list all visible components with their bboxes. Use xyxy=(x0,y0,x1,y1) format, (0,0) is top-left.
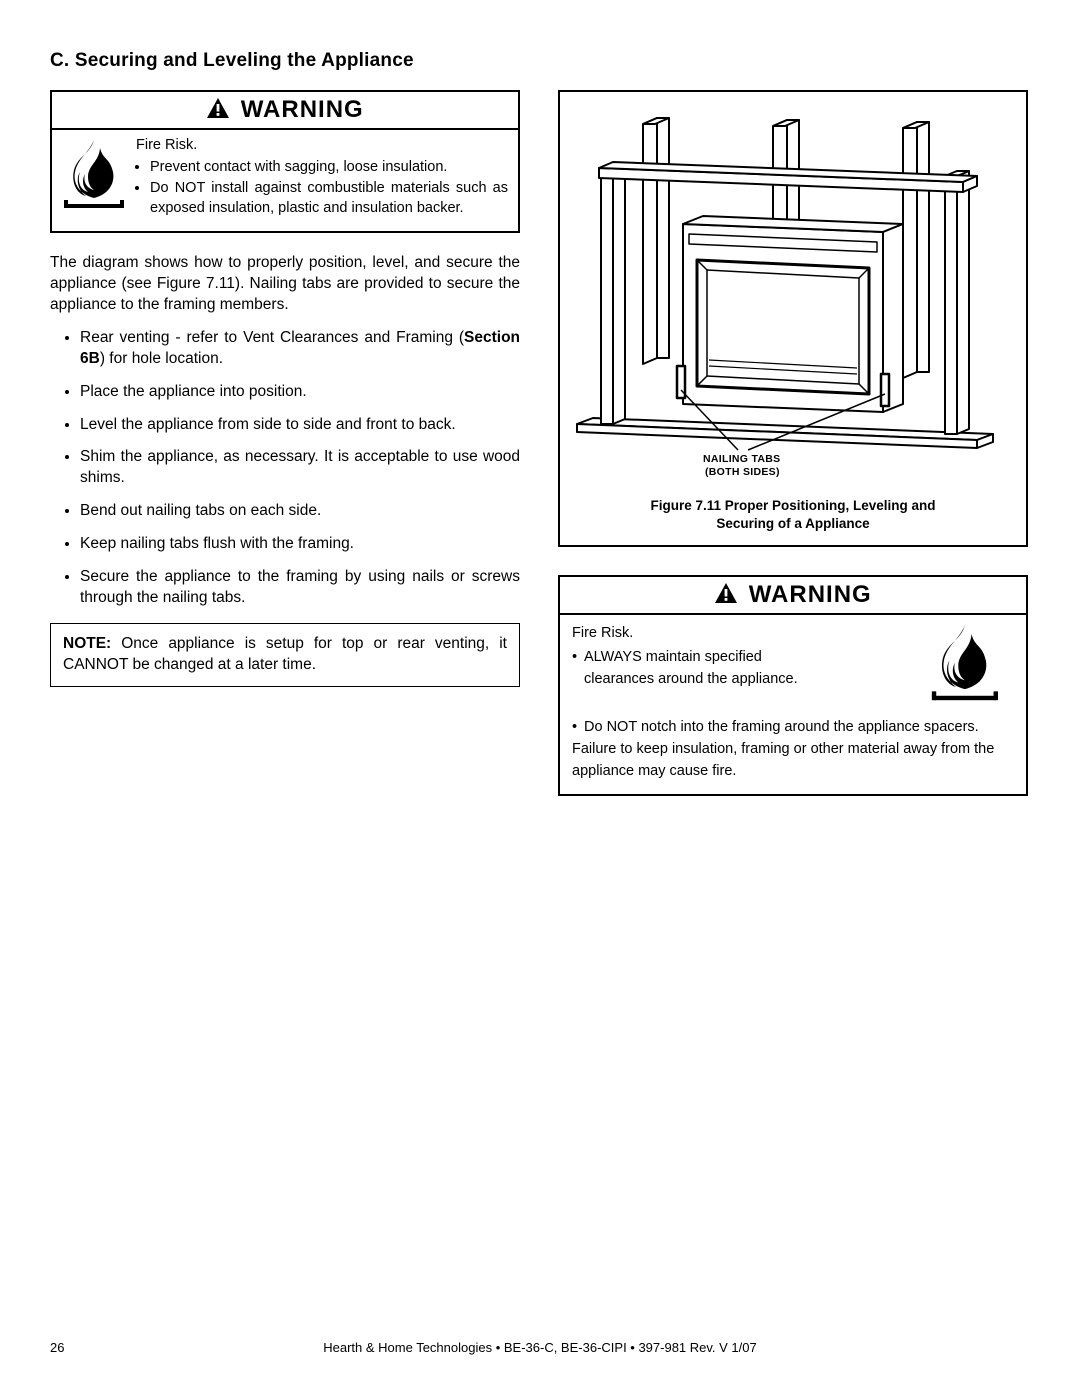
warning-triangle-icon xyxy=(206,97,230,124)
appliance-diagram: NAILING TABS (BOTH SIDES) xyxy=(573,104,1013,484)
flame-icon xyxy=(924,623,1008,709)
step-text: Rear venting - refer to Vent Clearances … xyxy=(80,329,464,346)
bullet-dot: • xyxy=(572,647,584,669)
intro-paragraph: The diagram shows how to properly positi… xyxy=(50,253,520,316)
two-column-layout: WARNING Fire Risk. Preve xyxy=(50,90,1030,816)
note-box: NOTE: Once appliance is setup for top or… xyxy=(50,623,520,687)
warning-body-1: Fire Risk. Prevent contact with sagging,… xyxy=(52,130,518,231)
warning2-tail: Failure to keep insulation, framing or o… xyxy=(572,739,1014,783)
right-column: NAILING TABS (BOTH SIDES) Figure 7.11 Pr… xyxy=(558,90,1028,816)
warning2-bullet-cont: clearances around the appliance. xyxy=(572,669,924,691)
warning-body-2: Fire Risk. •ALWAYS maintain speciﬁed cle… xyxy=(560,615,1026,794)
warning2-bullet: Do NOT notch into the framing around the… xyxy=(584,717,979,739)
section-heading: Securing and Leveling the Appliance xyxy=(75,50,414,71)
warning-box-2: WARNING Fire Risk. •ALWAYS maintain spec… xyxy=(558,575,1028,796)
step-item: Keep nailing tabs ﬂush with the framing. xyxy=(80,534,520,555)
step-item: Place the appliance into position. xyxy=(80,382,520,403)
diagram-callout-1: NAILING TABS xyxy=(703,453,780,465)
figure-caption: Figure 7.11 Proper Positioning, Leveling… xyxy=(572,497,1014,533)
diagram-callout-2: (BOTH SIDES) xyxy=(705,466,780,478)
risk-label-2: Fire Risk. xyxy=(572,623,924,645)
warning-bullet: Prevent contact with sagging, loose insu… xyxy=(150,158,508,178)
figure-caption-line: Securing of a Appliance xyxy=(716,516,869,531)
warning-bullets-1: Prevent contact with sagging, loose insu… xyxy=(136,158,508,219)
warning-text-1: Fire Risk. Prevent contact with sagging,… xyxy=(136,136,508,221)
warning-bullet: Do NOT install against combustible mater… xyxy=(150,179,508,218)
step-text: ) for hole location. xyxy=(100,350,223,367)
bullet-dot: • xyxy=(572,717,584,739)
warning-title-2: WARNING xyxy=(749,581,872,609)
page-number: 26 xyxy=(50,1340,64,1355)
flame-icon-cell xyxy=(58,136,136,221)
warning-title-1: WARNING xyxy=(241,96,364,124)
step-item: Bend out nailing tabs on each side. xyxy=(80,501,520,522)
flame-icon xyxy=(58,138,132,216)
warning2-bullet: ALWAYS maintain speciﬁed xyxy=(584,647,762,669)
step-item: Shim the appliance, as necessary. It is … xyxy=(80,447,520,489)
step-item: Secure the appliance to the framing by u… xyxy=(80,567,520,609)
footer-text: Hearth & Home Technologies • BE-36-C, BE… xyxy=(0,1340,1080,1355)
page: C. Securing and Leveling the Appliance W… xyxy=(0,0,1080,816)
warning-header-2: WARNING xyxy=(560,577,1026,615)
section-letter: C. xyxy=(50,50,69,71)
steps-list: Rear venting - refer to Vent Clearances … xyxy=(50,328,520,609)
warning-triangle-icon xyxy=(714,582,738,609)
flame-icon-cell xyxy=(924,623,1014,717)
figure-caption-line: Figure 7.11 Proper Positioning, Leveling… xyxy=(650,498,935,513)
left-column: WARNING Fire Risk. Preve xyxy=(50,90,520,816)
section-title: C. Securing and Leveling the Appliance xyxy=(50,50,1030,72)
warning-box-1: WARNING Fire Risk. Preve xyxy=(50,90,520,233)
step-item: Rear venting - refer to Vent Clearances … xyxy=(80,328,520,370)
footer: 26 Hearth & Home Technologies • BE-36-C,… xyxy=(0,1340,1080,1355)
warning-header-1: WARNING xyxy=(52,92,518,130)
risk-label-1: Fire Risk. xyxy=(136,136,508,156)
step-item: Level the appliance from side to side an… xyxy=(80,415,520,436)
note-label: NOTE: xyxy=(63,635,111,652)
note-text: Once appliance is setup for top or rear … xyxy=(63,635,507,673)
figure-box: NAILING TABS (BOTH SIDES) Figure 7.11 Pr… xyxy=(558,90,1028,547)
